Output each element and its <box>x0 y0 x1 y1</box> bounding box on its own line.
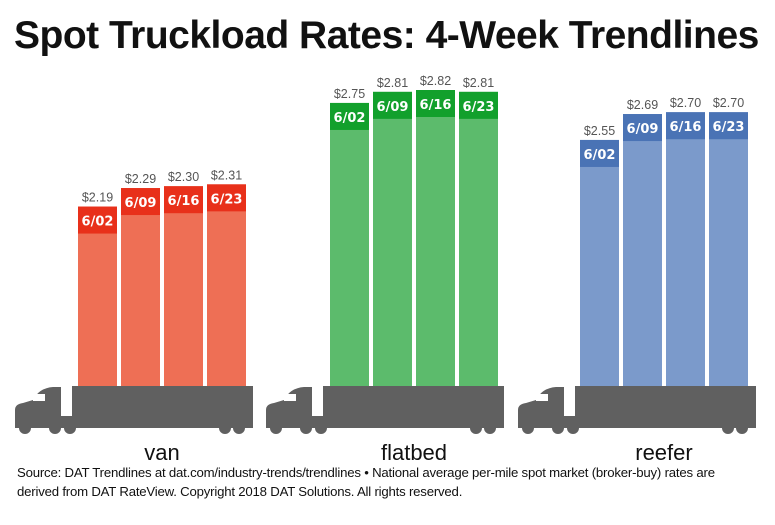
truck-trailer <box>72 386 253 424</box>
truck-chassis <box>15 422 253 428</box>
bar-cap <box>164 186 203 214</box>
bar-cap <box>459 91 498 119</box>
date-label: 6/16 <box>420 98 452 113</box>
value-label: $2.69 <box>627 98 658 112</box>
date-label: 6/23 <box>211 192 243 207</box>
bar-cap <box>709 112 748 140</box>
truck-window <box>284 394 296 401</box>
truck-window <box>536 394 548 401</box>
bar-reefer-6/23 <box>709 112 748 386</box>
truck-trailer <box>323 386 504 424</box>
bar-reefer-6/16 <box>666 112 705 386</box>
value-label: $2.82 <box>420 74 451 88</box>
group-van: 6/02 $2.19 6/09 $2.29 6/16 $2.30 6/23 $2.31 van <box>15 168 253 465</box>
value-label: $2.19 <box>82 191 113 205</box>
value-label: $2.81 <box>463 76 494 90</box>
bar-cap <box>666 112 705 140</box>
truck-cab <box>518 387 580 428</box>
value-label: $2.70 <box>713 96 744 110</box>
bar-cap <box>330 102 369 130</box>
bar-van-6/02 <box>78 206 117 386</box>
date-label: 6/23 <box>713 120 745 135</box>
truck-icon <box>266 386 504 434</box>
truck-trailer <box>575 386 756 424</box>
value-label: $2.31 <box>211 168 242 182</box>
bar-cap <box>373 91 412 119</box>
date-label: 6/09 <box>377 100 409 115</box>
bar-flatbed-6/09 <box>373 91 412 386</box>
truck-cab <box>266 387 328 428</box>
bar-flatbed-6/02 <box>330 102 369 386</box>
bar-cap <box>416 90 455 117</box>
category-label: flatbed <box>381 440 447 465</box>
truck-chassis <box>518 422 756 428</box>
date-label: 6/02 <box>584 148 616 163</box>
value-label: $2.55 <box>584 124 615 138</box>
bar-flatbed-6/23 <box>459 91 498 386</box>
bar-van-6/23 <box>207 184 246 386</box>
bar-cap <box>207 184 246 212</box>
value-label: $2.70 <box>670 96 701 110</box>
bar-reefer-6/02 <box>580 139 619 386</box>
bar-cap <box>78 206 117 234</box>
bar-cap <box>121 188 160 216</box>
date-label: 6/23 <box>463 100 495 115</box>
date-label: 6/02 <box>334 111 366 126</box>
value-label: $2.29 <box>125 172 156 186</box>
bar-van-6/09 <box>121 188 160 386</box>
footnote-line-2: derived from DAT RateView. Copyright 201… <box>17 484 463 499</box>
footnote-line-1: Source: DAT Trendlines at dat.com/indust… <box>17 465 715 480</box>
truck-icon <box>15 386 253 434</box>
bar-cap <box>580 139 619 167</box>
category-label: van <box>144 440 179 465</box>
value-label: $2.75 <box>334 87 365 101</box>
value-label: $2.30 <box>168 170 199 184</box>
category-label: reefer <box>635 440 692 465</box>
value-label: $2.81 <box>377 76 408 90</box>
date-label: 6/16 <box>670 120 702 135</box>
truck-window <box>33 394 45 401</box>
group-reefer: 6/02 $2.55 6/09 $2.69 6/16 $2.70 6/23 $2.70 reef… <box>518 96 756 465</box>
date-label: 6/16 <box>168 194 200 209</box>
bar-van-6/16 <box>164 186 203 386</box>
date-label: 6/02 <box>82 215 114 230</box>
truck-cab <box>15 387 77 428</box>
truck-chassis <box>266 422 504 428</box>
truck-icon <box>518 386 756 434</box>
group-flatbed: 6/02 $2.75 6/09 $2.81 6/16 $2.82 6/23 $2.81 flat… <box>266 74 504 465</box>
footnote: Source: DAT Trendlines at dat.com/indust… <box>17 463 767 501</box>
bar-reefer-6/09 <box>623 114 662 387</box>
date-label: 6/09 <box>125 196 157 211</box>
bar-cap <box>623 114 662 142</box>
bar-flatbed-6/16 <box>416 90 455 386</box>
date-label: 6/09 <box>627 122 659 137</box>
chart-title: Spot Truckload Rates: 4-Week Trendlines <box>14 14 759 57</box>
